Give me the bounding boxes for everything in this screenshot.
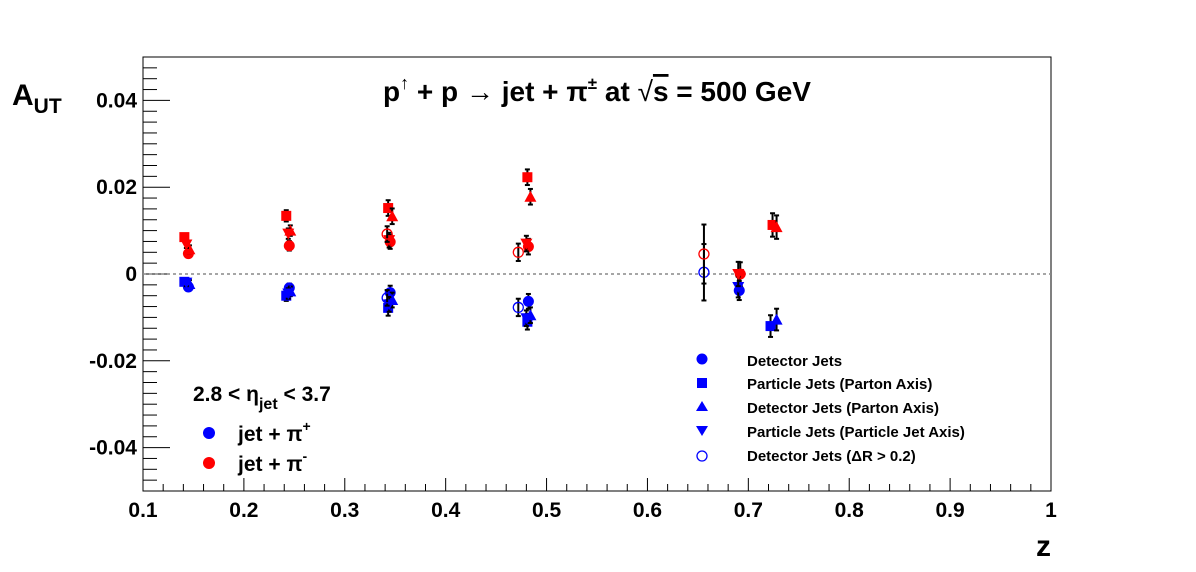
data-point-square bbox=[383, 203, 394, 214]
eta-post: < 3.7 bbox=[278, 383, 331, 406]
data-point-square bbox=[179, 232, 190, 243]
data-point-square bbox=[767, 219, 778, 230]
y-tick-label: 0.04 bbox=[96, 89, 137, 112]
data-point-triangle-down bbox=[732, 269, 745, 280]
data-point-triangle-down bbox=[180, 239, 193, 251]
data-point-triangle-down bbox=[732, 282, 745, 294]
pi-plus-label: jet + π+ bbox=[237, 418, 311, 446]
data-point-square bbox=[522, 172, 533, 183]
legend-particle-jets-particle-jet-axis: Particle Jets (Particle Jet Axis) bbox=[747, 424, 965, 441]
x-tick-label: 0.9 bbox=[936, 499, 965, 522]
legend-detector-jets-parton-axis: Detector Jets (Parton Axis) bbox=[747, 400, 939, 417]
title-root: √ bbox=[638, 76, 654, 107]
pi-plus-marker bbox=[203, 427, 215, 439]
y-tick-label: 0.02 bbox=[96, 176, 137, 199]
x-tick-label: 0.8 bbox=[835, 499, 865, 522]
charge-legend: jet + π+ jet + π- bbox=[203, 418, 311, 476]
title-pi: π bbox=[566, 76, 587, 107]
data-point-triangle-down bbox=[282, 228, 295, 240]
x-tick-label: 0.7 bbox=[734, 499, 763, 522]
title-up-arrow: ↑ bbox=[400, 73, 409, 93]
eta-symbol: η bbox=[246, 383, 259, 406]
chart-title: p↑ + p → jet + π± at √s = 500 GeV bbox=[383, 73, 811, 107]
title-at: at bbox=[597, 76, 637, 107]
y-tick-label: -0.02 bbox=[89, 350, 137, 373]
data-point-open-circle bbox=[512, 246, 524, 258]
data-point-triangle-down bbox=[520, 238, 533, 250]
eta-sub: jet bbox=[258, 396, 278, 413]
data-point-triangle-down bbox=[282, 288, 295, 300]
data-point-triangle-up bbox=[770, 221, 783, 233]
data-point-open-circle bbox=[512, 301, 524, 314]
title-s: s bbox=[653, 76, 669, 107]
x-tick-label: 0.2 bbox=[229, 499, 258, 522]
data-point-open-circle bbox=[381, 292, 393, 304]
x-tick-label: 0.1 bbox=[128, 499, 158, 522]
legend-open-circle-marker bbox=[696, 450, 708, 462]
data-point-open-circle bbox=[698, 248, 710, 260]
tick-labels: 0.1 0.2 0.3 0.4 0.5 0.6 0.7 0.8 0.9 1 -0.04 -0.02 0 0… bbox=[89, 89, 1057, 522]
legend-detector-jets: Detector Jets bbox=[747, 353, 842, 370]
marker-legend: Detector Jets Particle Jets (Parton Axis… bbox=[696, 353, 965, 465]
y-axis-title-sub: UT bbox=[34, 95, 62, 118]
y-axis-title: AUT bbox=[12, 79, 62, 118]
data-point-square bbox=[765, 321, 776, 332]
data-point-circle bbox=[283, 240, 295, 252]
legend-detector-jets-dr: Detector Jets (ΔR > 0.2) bbox=[747, 448, 916, 465]
x-tick-label: 0.3 bbox=[330, 499, 359, 522]
y-tick-label: -0.04 bbox=[89, 437, 137, 460]
title-mid: + p bbox=[409, 76, 466, 107]
title-jet: jet + bbox=[494, 76, 566, 107]
data-points bbox=[179, 168, 783, 338]
data-point-triangle-down bbox=[180, 277, 193, 289]
data-point-open-circle bbox=[381, 228, 393, 240]
data-point-triangle-up bbox=[386, 210, 399, 222]
legend-triangle-up-marker bbox=[696, 401, 708, 411]
x-tick-label: 0.4 bbox=[431, 499, 461, 522]
pi-minus-marker bbox=[203, 457, 215, 469]
y-tick-label: 0 bbox=[125, 263, 137, 286]
title-energy: = 500 GeV bbox=[669, 76, 812, 107]
legend-triangle-down-marker bbox=[696, 426, 708, 436]
eta-pre: 2.8 < bbox=[193, 383, 246, 406]
axis-ticks bbox=[142, 56, 1052, 492]
pi-minus-label: jet + π- bbox=[237, 448, 308, 476]
x-tick-label: 1 bbox=[1045, 499, 1057, 522]
x-tick-label: 0.6 bbox=[633, 499, 662, 522]
legend-square-marker bbox=[697, 378, 707, 388]
x-axis-title: z bbox=[1036, 530, 1051, 563]
data-point-triangle-down bbox=[520, 313, 533, 325]
data-point-triangle-up bbox=[770, 313, 783, 325]
y-axis-title-main: A bbox=[12, 79, 34, 112]
title-p: p bbox=[383, 76, 400, 107]
legend-circle-marker bbox=[696, 353, 708, 365]
data-point-triangle-up bbox=[183, 243, 196, 255]
legend-particle-jets-parton-axis: Particle Jets (Parton Axis) bbox=[747, 376, 932, 393]
data-point-triangle-up bbox=[524, 190, 537, 202]
data-point-circle bbox=[522, 295, 534, 307]
x-tick-label: 0.5 bbox=[532, 499, 562, 522]
title-arrow: → bbox=[466, 76, 494, 107]
eta-range-label: 2.8 < ηjet < 3.7 bbox=[193, 383, 331, 413]
data-point-square bbox=[281, 210, 292, 221]
title-pm: ± bbox=[588, 74, 597, 93]
